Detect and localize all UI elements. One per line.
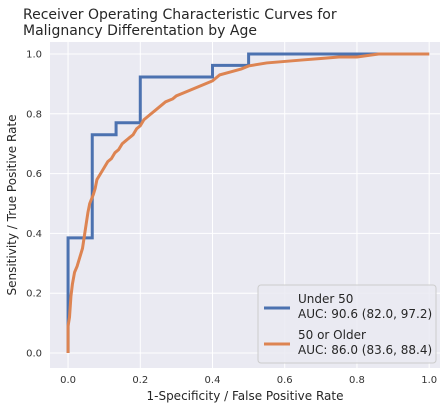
y-tick-label: 0.6 [26,169,42,180]
legend-entry: Under 50 AUC: 90.6 (82.0, 97.2) [298,292,432,321]
y-tick-label: 0.0 [26,349,42,360]
y-tick-label: 0.2 [26,289,42,300]
y-axis-label: Sensitivity / True Positive Rate [5,114,19,295]
x-tick-label: 1.0 [421,375,437,386]
chart-title: Receiver Operating Characteristic Curves… [23,7,337,39]
x-tick-label: 0.0 [60,375,76,386]
y-tick-label: 0.8 [26,109,42,120]
legend-box [257,284,437,364]
series-lines [66,52,430,354]
legend: Under 50 AUC: 90.6 (82.0, 97.2) 50 or Olde… [257,284,437,364]
series-line-2 [66,52,430,354]
x-tick-label: 0.6 [277,375,293,386]
x-axis-label: 1-Specificity / False Positive Rate [146,389,343,403]
y-tick-labels: 0.0 0.2 0.4 0.6 0.8 1.0 [26,49,42,359]
x-tick-label: 0.2 [132,375,148,386]
y-tick-label: 0.4 [26,229,42,240]
series-line-1 [66,52,430,354]
x-tick-label: 0.4 [205,375,221,386]
y-tick-label: 1.0 [26,49,42,60]
x-tick-labels: 0.0 0.2 0.4 0.6 0.8 1.0 [60,375,437,386]
x-tick-label: 0.8 [349,375,365,386]
legend-entry: 50 or Older AUC: 86.0 (83.6, 88.4) [298,328,432,357]
